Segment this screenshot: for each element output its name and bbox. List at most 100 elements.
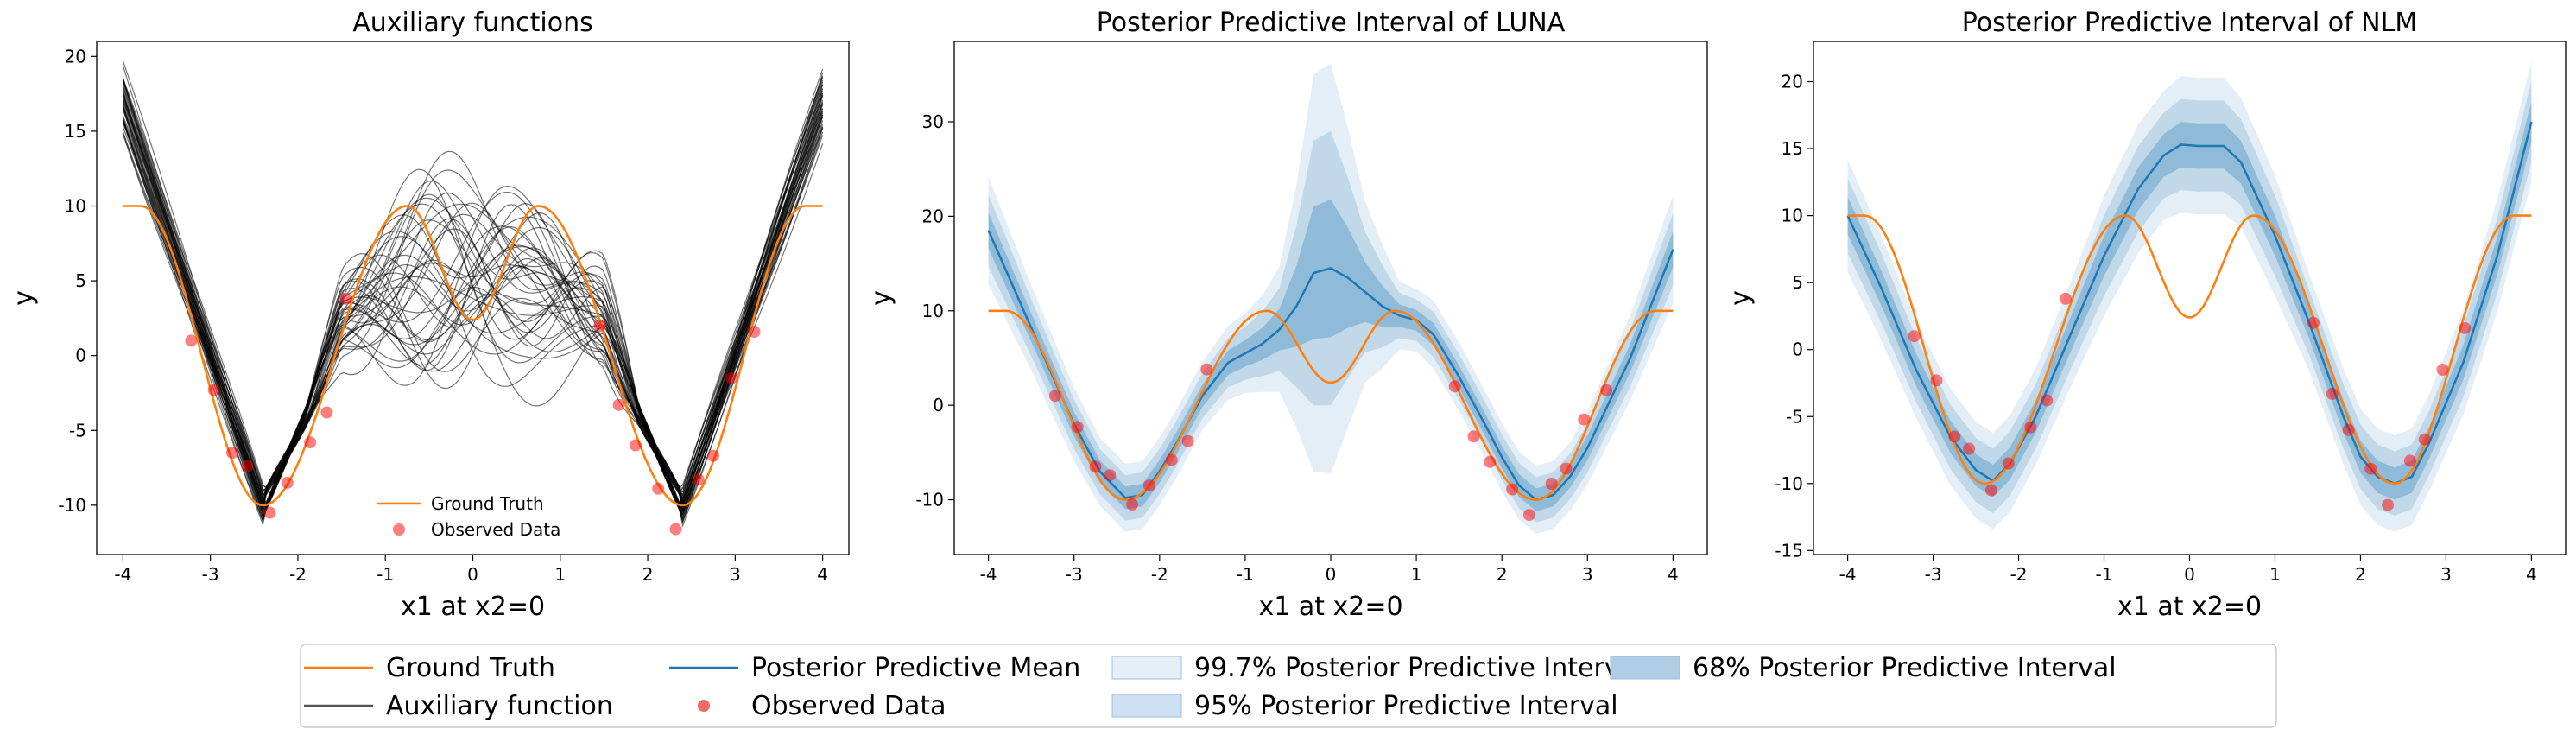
interval-band-99_7pct: [988, 63, 1674, 534]
observed-data-point: [2326, 387, 2339, 400]
observed-data-point: [2002, 457, 2015, 470]
x-tick-label: 1: [1411, 564, 1422, 585]
legend-patch-swatch: [1610, 656, 1680, 680]
auxiliary-function-line: [122, 98, 824, 504]
x-axis-label: x1 at x2=0: [1258, 592, 1402, 622]
y-tick-label: 10: [1782, 206, 1803, 226]
auxiliary-function-line: [122, 117, 824, 523]
legend-label: Ground Truth: [386, 653, 555, 683]
observed-data-point: [748, 326, 761, 338]
x-tick-label: -2: [2010, 564, 2028, 585]
observed-data-point: [263, 506, 276, 519]
observed-data-point: [304, 436, 317, 449]
y-tick-label: 15: [65, 121, 86, 142]
observed-data-point: [320, 406, 333, 419]
observed-data-point: [1200, 363, 1213, 376]
observed-data-points: [1048, 363, 1613, 522]
observed-data-point: [2436, 364, 2449, 376]
interval-band-95pct: [1847, 81, 2532, 516]
observed-data-point: [1467, 430, 1480, 443]
y-tick-label: -5: [1786, 406, 1803, 427]
auxiliary-function-line: [122, 84, 824, 520]
y-tick-label: 10: [922, 301, 944, 321]
legend-label: Auxiliary function: [386, 691, 613, 721]
auxiliary-function-line: [122, 77, 824, 509]
legend-patch-swatch: [1111, 656, 1182, 680]
auxiliary-curves: [122, 60, 824, 529]
legend-ground-truth-label: Ground Truth: [431, 493, 544, 514]
observed-data-point: [1048, 390, 1061, 403]
observed-data-point: [1484, 455, 1497, 468]
observed-data-point: [2307, 316, 2320, 329]
y-tick-label: 0: [75, 346, 86, 366]
x-tick-label: -3: [1066, 564, 1083, 585]
observed-data-point: [185, 334, 198, 347]
x-tick-label: -4: [980, 564, 997, 585]
observed-data-point: [1984, 484, 1997, 497]
observed-data-point: [1545, 478, 1558, 490]
x-tick-label: 4: [817, 564, 828, 585]
observed-data-point: [2459, 321, 2472, 334]
y-tick-label: -5: [69, 420, 86, 441]
legend-frame: [300, 644, 2277, 728]
auxiliary-function-line: [122, 77, 824, 520]
observed-data-point: [1448, 380, 1461, 393]
observed-data-point: [629, 439, 642, 452]
observed-data-point: [1963, 442, 1976, 455]
observed-data-point: [1142, 479, 1155, 492]
auxiliary-function-line: [122, 108, 824, 527]
x-tick-label: 2: [1497, 564, 1508, 585]
x-tick-label: 4: [1668, 564, 1679, 585]
chart-title: Auxiliary functions: [352, 8, 592, 38]
x-tick-label: -1: [1237, 564, 1254, 585]
observed-data-point: [339, 292, 352, 305]
x-axis-label: x1 at x2=0: [2117, 592, 2262, 622]
observed-data-point: [669, 523, 682, 536]
x-tick-label: 1: [2269, 564, 2281, 585]
observed-data-point: [2024, 421, 2037, 434]
ground-truth-line: [123, 205, 823, 507]
observed-data-point: [2364, 462, 2377, 475]
auxiliary-function-line: [122, 126, 824, 523]
observed-data-point: [1560, 462, 1573, 475]
observed-data-point: [1104, 469, 1117, 482]
x-axis-label: x1 at x2=0: [401, 592, 545, 622]
observed-data-point: [1948, 430, 1961, 443]
x-tick-label: -2: [1151, 564, 1168, 585]
x-tick-label: -4: [1839, 564, 1857, 585]
plot-area: [122, 60, 824, 536]
observed-data-point: [2382, 498, 2395, 511]
x-tick-label: -2: [289, 564, 307, 585]
x-tick-label: 3: [1582, 564, 1593, 585]
observed-data-point: [1908, 330, 1921, 343]
x-tick-label: 1: [554, 564, 566, 585]
observed-data-point: [1930, 374, 1943, 387]
observed-data-point: [1578, 413, 1591, 426]
x-tick-label: 0: [1326, 564, 1337, 585]
x-tick-label: -4: [114, 564, 131, 585]
legend-label: 99.7% Posterior Predictive Interval: [1194, 653, 1642, 683]
observed-data-points: [185, 292, 761, 536]
observed-data-point: [1165, 453, 1178, 466]
auxiliary-function-line: [122, 127, 824, 529]
observed-data-point: [281, 476, 294, 489]
y-tick-label: 0: [1792, 339, 1803, 360]
observed-data-point: [2041, 394, 2054, 407]
x-tick-label: -1: [377, 564, 394, 585]
y-tick-label: 20: [922, 206, 944, 226]
x-tick-label: -3: [202, 564, 219, 585]
y-axis-label: y: [9, 290, 39, 306]
observed-data-point: [2418, 433, 2431, 446]
observed-data-point: [1126, 498, 1139, 511]
observed-data-point: [226, 447, 238, 460]
y-tick-label: 20: [1782, 72, 1803, 92]
auxiliary-function-line: [122, 79, 824, 509]
observed-data-point: [612, 398, 625, 411]
observed-data-point: [692, 473, 705, 486]
y-tick-label: 0: [933, 395, 944, 415]
auxiliary-function-line: [122, 91, 824, 510]
interval-band-99_7pct: [1847, 61, 2532, 532]
observed-data-point: [1600, 384, 1613, 396]
